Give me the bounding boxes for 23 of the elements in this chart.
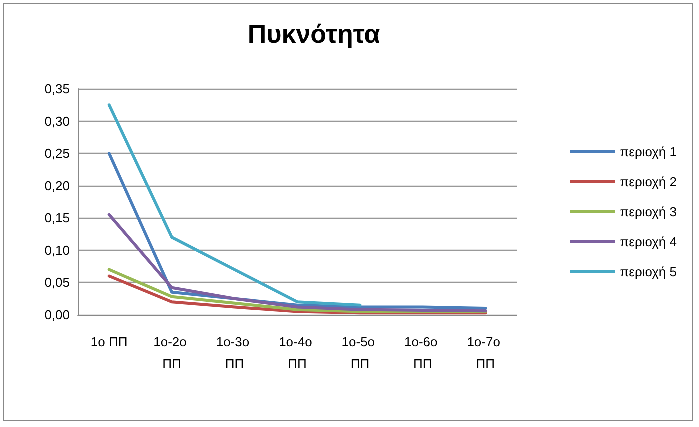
x-tick-label: 1ο-5ο ΠΠ xyxy=(342,334,379,372)
y-tick-label: 0,20 xyxy=(44,178,70,194)
y-tick-label: 0,05 xyxy=(44,275,70,290)
y-tick-label: 0,10 xyxy=(44,242,70,258)
legend-label: περιοχή 3 xyxy=(620,204,678,220)
line-series xyxy=(108,104,362,307)
y-tick-label: 0,00 xyxy=(44,308,70,322)
x-tick-label: 1ο-2ο ΠΠ xyxy=(154,334,191,372)
x-tick-label: 1ο-4ο ΠΠ xyxy=(279,334,316,372)
legend-label: περιοχή 1 xyxy=(620,144,678,160)
legend-label: περιοχή 2 xyxy=(620,174,678,190)
x-tick-label: 1ο-6ο ΠΠ xyxy=(404,334,442,372)
x-tick-label: 1ο-7ο ΠΠ xyxy=(467,334,504,372)
y-tick-label: 0,35 xyxy=(44,82,70,96)
y-tick-label: 0,25 xyxy=(44,146,70,162)
chart-title: Πυκνότητα xyxy=(248,19,380,49)
line-series xyxy=(108,213,488,313)
x-tick-label: 1ο ΠΠ xyxy=(90,334,128,350)
x-tick-label: 1ο-3ο ΠΠ xyxy=(216,334,254,372)
legend-label: περιοχή 4 xyxy=(620,234,678,250)
y-tick-label: 0,15 xyxy=(44,210,70,226)
y-tick-label: 0,30 xyxy=(44,114,70,129)
legend-label: περιοχή 5 xyxy=(620,264,678,280)
